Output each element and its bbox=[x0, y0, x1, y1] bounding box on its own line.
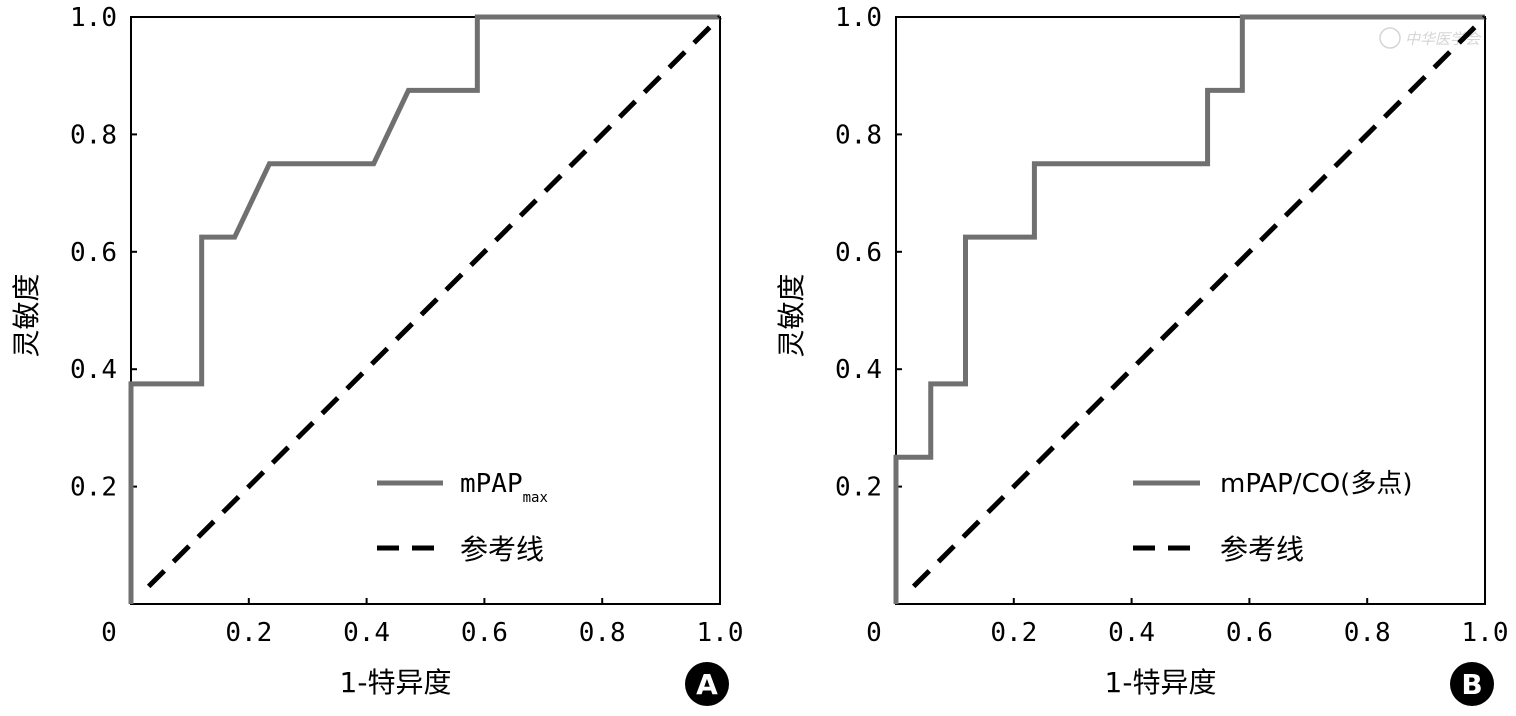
watermark-logo-icon bbox=[1379, 27, 1401, 49]
reference-line bbox=[146, 15, 722, 589]
panel-badge bbox=[685, 662, 729, 706]
y-tick-label: 1.0 bbox=[70, 3, 117, 33]
x-tick-label: 0 bbox=[101, 618, 117, 648]
watermark-text: 中华医学会 bbox=[1405, 30, 1482, 48]
y-axis-title: 灵敏度 bbox=[775, 273, 808, 357]
roc-curve bbox=[893, 14, 1485, 604]
panel-label: A bbox=[696, 668, 718, 701]
panel-b: 0 0.2 0.4 0.6 0.8 1.0 0.2 0.4 0.6 0.8 1.0 1-特异度 灵敏度 m… bbox=[775, 3, 1508, 706]
legend-label-text: 参考线 bbox=[1220, 533, 1304, 566]
y-tick-label: 0.4 bbox=[835, 355, 882, 385]
legend-label: mPAPmax bbox=[460, 469, 548, 506]
y-tick-label: 0.8 bbox=[835, 120, 882, 150]
x-tick-label: 0.8 bbox=[579, 618, 626, 648]
y-tick-label: 0.6 bbox=[70, 238, 117, 268]
x-tick-label: 0 bbox=[866, 618, 882, 648]
legend-label: mPAP/CO(多点) bbox=[1220, 469, 1412, 499]
x-tick-label: 0.2 bbox=[225, 618, 272, 648]
x-tick-label: 1.0 bbox=[697, 618, 744, 648]
x-tick-label: 0.2 bbox=[990, 618, 1037, 648]
panel-a: 0 0.2 0.4 0.6 0.8 1.0 0.2 0.4 0.6 0.8 1.0 1-特异度 灵敏度 m… bbox=[10, 3, 743, 706]
y-tick-label: 0.2 bbox=[835, 473, 882, 503]
legend-label: 参考线 bbox=[1220, 533, 1304, 566]
x-axis-title: 1-特异度 bbox=[1105, 666, 1217, 699]
plot-frame bbox=[130, 16, 721, 605]
legend: mPAPmax 参考线 bbox=[377, 469, 548, 566]
x-tick-label: 1.0 bbox=[1462, 618, 1509, 648]
panel-label: B bbox=[1461, 668, 1482, 701]
y-tick-label: 0.2 bbox=[70, 473, 117, 503]
legend-label-text: mPAP bbox=[460, 469, 523, 499]
legend-label-text: 参考线 bbox=[460, 533, 544, 566]
panel-badge bbox=[1450, 662, 1494, 706]
y-tick-label: 0.4 bbox=[70, 355, 117, 385]
legend-label-text: mPAP/CO(多点) bbox=[1220, 469, 1412, 499]
legend-label: 参考线 bbox=[460, 533, 544, 566]
x-tick-label: 0.8 bbox=[1344, 618, 1391, 648]
x-axis-title: 1-特异度 bbox=[340, 666, 452, 699]
plot-frame bbox=[895, 16, 1486, 605]
y-tick-label: 0.8 bbox=[70, 120, 117, 150]
legend-label-subscript: max bbox=[523, 490, 548, 506]
x-tick-label: 0.6 bbox=[1226, 618, 1273, 648]
y-axis-title: 灵敏度 bbox=[10, 273, 43, 357]
y-tick-label: 0.6 bbox=[835, 238, 882, 268]
x-tick-label: 0.4 bbox=[1108, 618, 1155, 648]
x-tick-label: 0.6 bbox=[461, 618, 508, 648]
watermark: 中华医学会 bbox=[1379, 27, 1482, 49]
legend: mPAP/CO(多点) 参考线 bbox=[1133, 469, 1412, 566]
roc-curve bbox=[128, 14, 720, 604]
y-tick-label: 1.0 bbox=[835, 3, 882, 33]
reference-line bbox=[911, 15, 1487, 589]
x-tick-label: 0.4 bbox=[343, 618, 390, 648]
